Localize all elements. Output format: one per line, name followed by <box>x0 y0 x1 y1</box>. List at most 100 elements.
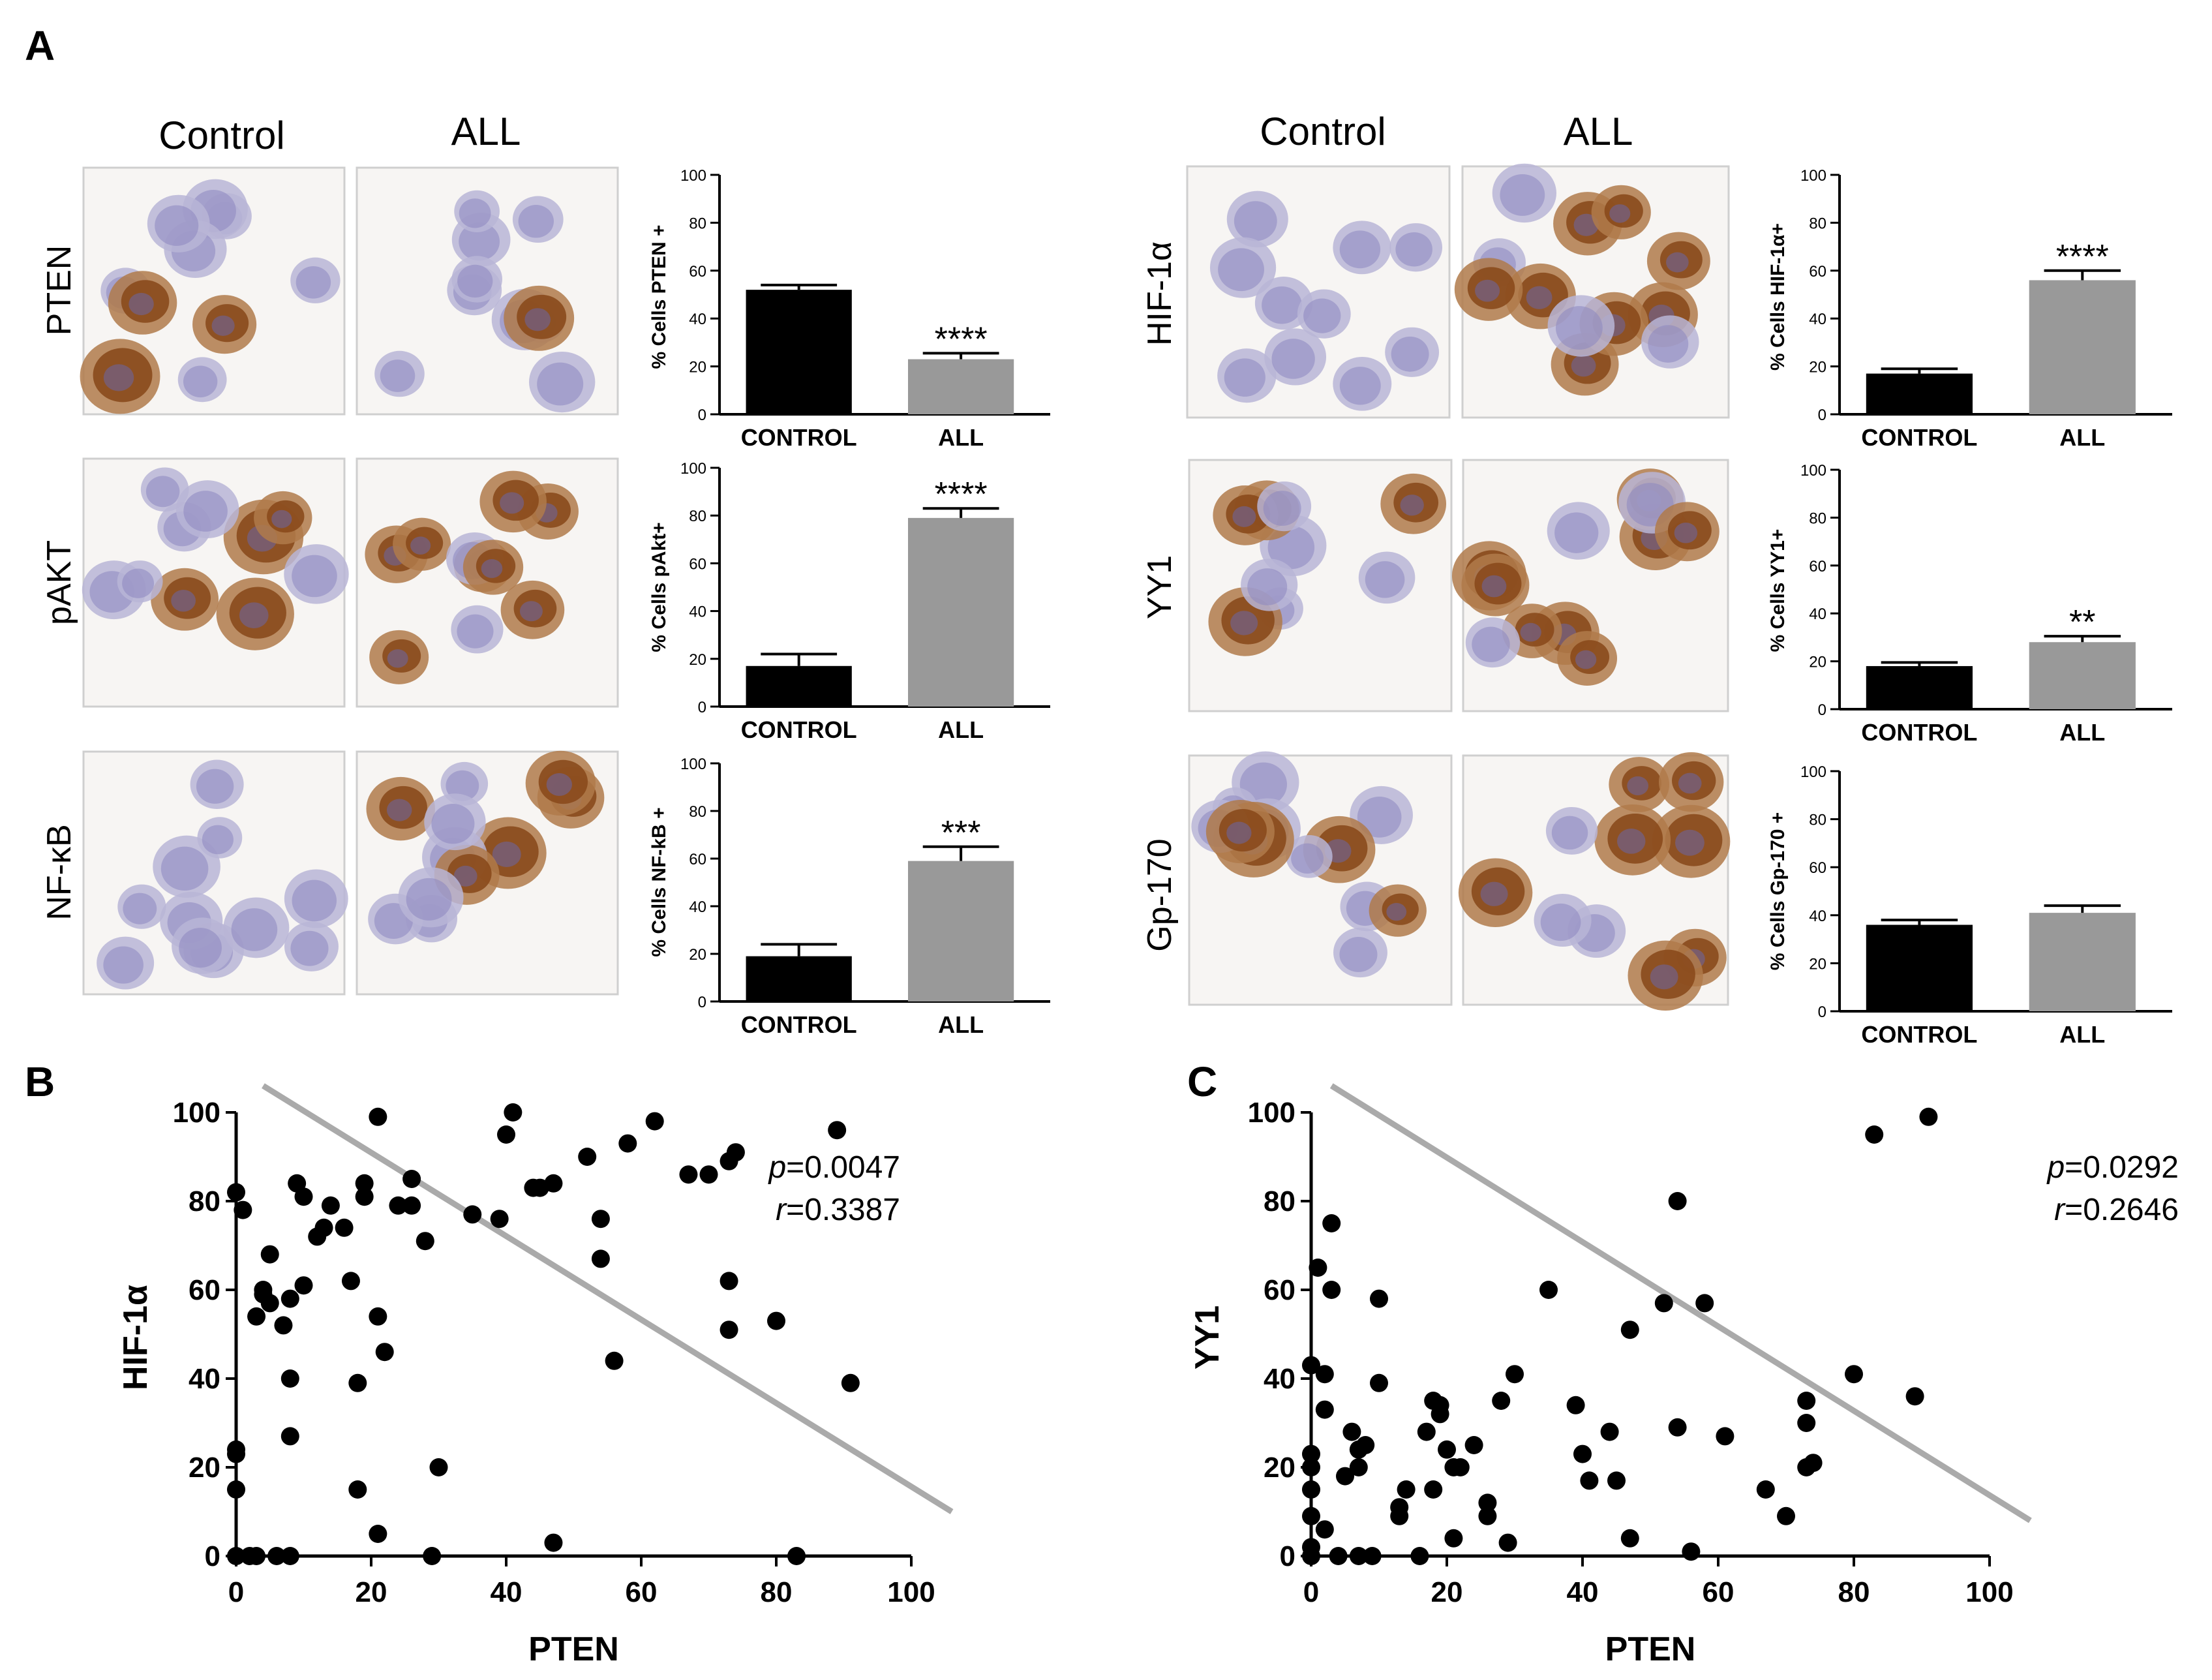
nucleus-core <box>1386 902 1407 921</box>
micrograph-tile <box>356 457 619 708</box>
stain-label-pakt: pAKT <box>40 540 78 625</box>
y-tick-label: 80 <box>1809 215 1826 232</box>
data-point <box>618 1134 637 1153</box>
data-point <box>369 1107 387 1126</box>
nucleus-core <box>1650 964 1678 990</box>
data-point <box>591 1210 610 1229</box>
data-point <box>497 1125 515 1144</box>
data-point <box>1797 1392 1816 1410</box>
y-tick-label: 100 <box>1248 1097 1295 1129</box>
nucleus-core <box>1480 881 1508 906</box>
y-tick-label: 40 <box>1809 311 1826 328</box>
x-tick-label: 100 <box>1965 1576 2013 1608</box>
nucleus-core <box>1575 650 1597 669</box>
bar-all <box>2029 642 2136 709</box>
nucleus-core <box>211 315 235 336</box>
cell-nucleus <box>1339 367 1381 405</box>
cell-nucleus <box>1339 937 1378 972</box>
y-tick-label: 60 <box>689 851 706 868</box>
data-point <box>402 1170 421 1188</box>
stain-label-pten: PTEN <box>40 245 78 336</box>
cell-nucleus <box>457 614 494 649</box>
data-point <box>1580 1471 1599 1490</box>
data-point <box>1431 1405 1449 1424</box>
data-point <box>280 1369 299 1388</box>
data-point <box>1566 1396 1585 1414</box>
y-tick-label: 0 <box>698 994 706 1011</box>
data-point <box>1464 1436 1483 1454</box>
x-tick-label: 20 <box>356 1576 387 1608</box>
micrograph-tile <box>1451 459 1729 712</box>
nucleus-core <box>1481 575 1507 598</box>
data-point <box>767 1311 785 1330</box>
category-label: ALL <box>938 1011 984 1038</box>
nucleus-core <box>1674 523 1698 543</box>
stain-label-nfkb: NF-κB <box>40 824 78 920</box>
data-point <box>234 1200 252 1219</box>
y-tick-label: 100 <box>680 167 706 185</box>
y-tick-label: 80 <box>189 1185 220 1217</box>
nucleus-core <box>1571 354 1596 377</box>
y-tick-label: 100 <box>1800 763 1826 781</box>
data-point <box>1539 1281 1558 1299</box>
micrograph-layer <box>80 163 1731 1011</box>
cell-nucleus <box>292 555 337 598</box>
data-point <box>1322 1281 1341 1299</box>
data-point <box>1302 1506 1320 1525</box>
micrograph-tile <box>1186 165 1451 419</box>
y-tick-label: 20 <box>1264 1452 1295 1484</box>
data-point <box>1865 1125 1884 1144</box>
nucleus-core <box>453 865 477 887</box>
cell-nucleus <box>1554 512 1599 553</box>
category-label: CONTROL <box>741 716 857 743</box>
data-point <box>1573 1444 1592 1463</box>
data-point <box>1315 1520 1334 1539</box>
y-tick-label: 20 <box>689 359 706 376</box>
nucleus-core <box>386 799 412 821</box>
y-axis-label: HIF-1α <box>117 1285 155 1390</box>
stain-label-gp170: Gp-170 <box>1141 838 1179 951</box>
data-point <box>1322 1214 1341 1232</box>
bar-chart-hif: 0 20 40 60 80 100 % Cells HIF-1α+ CONTROL ALL ***… <box>1767 167 2172 451</box>
y-tick-label: 80 <box>1264 1185 1295 1217</box>
column-header-control-right: Control <box>1260 110 1386 153</box>
cell-nucleus <box>459 198 491 228</box>
nucleus-core <box>129 292 154 316</box>
data-point <box>1438 1440 1456 1459</box>
cell-nucleus <box>292 879 337 922</box>
y-axis-label: % Cells Gp-170 + <box>1767 812 1789 971</box>
data-point <box>1444 1529 1463 1548</box>
y-tick-label: 40 <box>1809 908 1826 925</box>
bar-chart-pten: 0 20 40 60 80 100 % Cells PTEN + CONTROL ALL **** <box>648 167 1050 451</box>
bar-chart-pakt: 0 20 40 60 80 100 % Cells pAkt+ CONTROL ALL **** <box>648 460 1050 743</box>
data-point <box>1777 1506 1795 1525</box>
data-point <box>1905 1387 1924 1406</box>
y-tick-label: 20 <box>1809 654 1826 671</box>
data-point <box>402 1196 421 1215</box>
nucleus-core <box>239 602 269 628</box>
bar-all <box>907 861 1014 1001</box>
regression-line <box>262 1083 954 1514</box>
y-tick-label: 20 <box>189 1452 220 1484</box>
data-point <box>355 1187 374 1206</box>
cell-nucleus <box>295 266 331 299</box>
data-point <box>1478 1506 1497 1525</box>
micrograph-tile <box>1458 752 1731 1011</box>
y-tick-label: 0 <box>205 1540 220 1572</box>
cell-nucleus <box>103 946 144 984</box>
y-tick-label: 100 <box>1800 462 1826 480</box>
significance-marker: **** <box>935 476 988 513</box>
data-point <box>1804 1454 1823 1473</box>
nucleus-core <box>1678 772 1702 794</box>
y-tick-label: 0 <box>1818 1003 1826 1021</box>
bar-chart-gp170: 0 20 40 60 80 100 % Cells Gp-170 + CONTROL ALL <box>1767 763 2172 1048</box>
data-point <box>1492 1392 1511 1410</box>
bar-all <box>2029 280 2136 414</box>
cell-nucleus <box>1551 816 1588 850</box>
cell-nucleus <box>145 476 180 508</box>
bar-control <box>1866 665 1973 709</box>
cell-nucleus <box>1395 232 1432 267</box>
data-point <box>1506 1365 1524 1384</box>
